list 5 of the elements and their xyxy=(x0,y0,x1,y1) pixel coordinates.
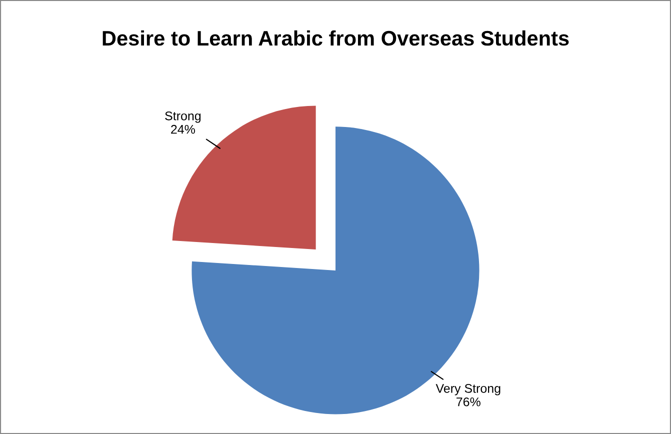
data-label: 24% xyxy=(171,124,195,134)
slice-label: Strong xyxy=(165,111,201,123)
data-label: 76% xyxy=(456,397,480,406)
chart-title: Desire to Learn Arabic from Overseas Students xyxy=(102,30,569,46)
slice-label: Very Strong xyxy=(436,384,500,396)
